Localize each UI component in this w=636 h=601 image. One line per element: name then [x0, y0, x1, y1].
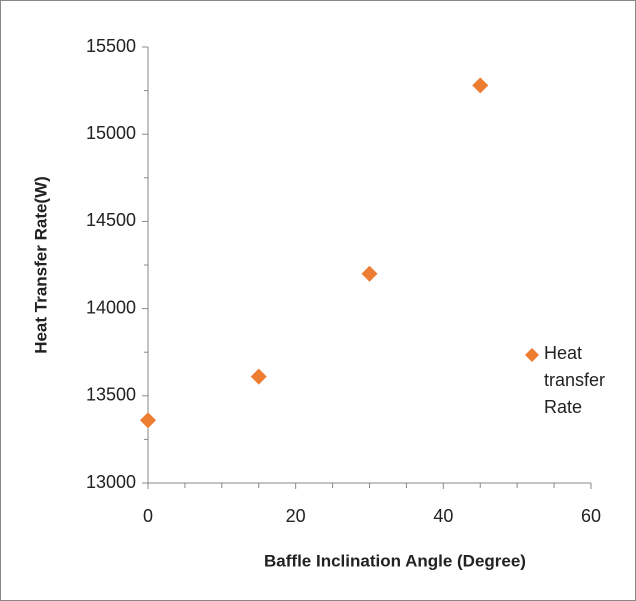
y-tick-label: 15000 — [86, 123, 136, 143]
x-axis-label: Baffle Inclination Angle (Degree) — [264, 551, 526, 570]
y-tick-label: 15500 — [86, 36, 136, 56]
data-point — [472, 77, 489, 94]
x-tick-label: 0 — [143, 506, 153, 526]
y-tick-label: 13500 — [86, 385, 136, 405]
data-point — [361, 265, 378, 282]
y-axis-label: Heat Transfer Rate(W) — [31, 176, 50, 354]
x-tick-label: 20 — [286, 506, 306, 526]
y-tick-label: 13000 — [86, 472, 136, 492]
y-tick-label: 14500 — [86, 210, 136, 230]
data-point — [140, 412, 156, 429]
legend-marker — [525, 348, 539, 362]
x-tick-label: 40 — [433, 506, 453, 526]
data-point — [250, 368, 267, 385]
x-tick-label: 60 — [581, 506, 601, 526]
legend-label: Heat transfer Rate — [544, 343, 606, 417]
y-tick-label: 14000 — [86, 297, 136, 317]
